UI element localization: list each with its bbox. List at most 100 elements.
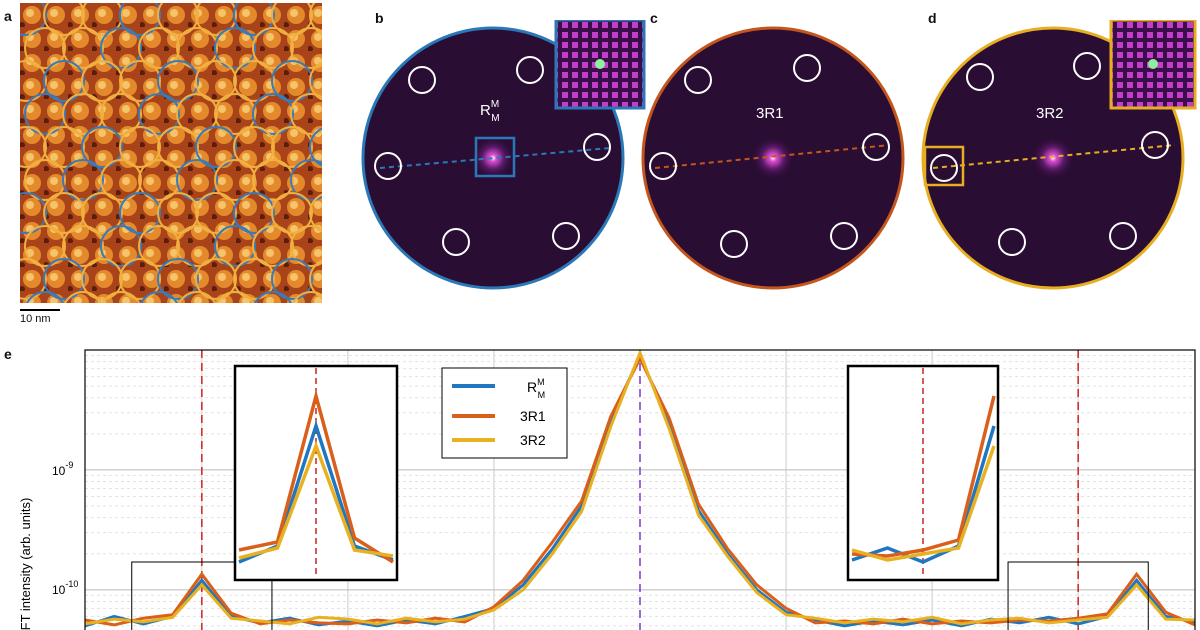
zoom-box-right xyxy=(1007,561,1149,630)
y-axis-label: FFT intensity (arb. units) xyxy=(18,498,33,630)
lattice-circle xyxy=(157,126,199,168)
panel-c-fft: 3R1 xyxy=(641,26,905,290)
lattice-circle xyxy=(290,93,322,135)
lattice-circle xyxy=(102,291,140,303)
lattice-circle xyxy=(309,61,322,101)
panel-a-image xyxy=(20,3,322,303)
lattice-circle xyxy=(81,258,123,300)
zoom-box-d xyxy=(923,145,965,187)
lattice-circle xyxy=(43,258,85,300)
lattice-circle xyxy=(100,225,142,267)
lattice-circle xyxy=(157,60,199,102)
lattice-circle xyxy=(20,60,47,102)
panel-letter-c: c xyxy=(650,10,658,26)
lattice-circle xyxy=(20,192,47,234)
lattice-circle xyxy=(119,3,161,36)
lattice-circle xyxy=(233,60,275,102)
lattice-circle xyxy=(119,126,161,168)
lattice-circle xyxy=(20,258,47,300)
lattice-circle xyxy=(292,291,322,303)
lattice-circle xyxy=(26,291,64,303)
panel-letter-a: a xyxy=(4,8,12,24)
lattice-circle xyxy=(214,159,256,201)
lattice-circle xyxy=(309,127,322,167)
lattice-circle xyxy=(309,193,322,233)
inset-series-line xyxy=(238,389,394,564)
lattice-circle xyxy=(271,60,313,102)
inset-series-line xyxy=(851,445,996,562)
lattice-circle xyxy=(271,126,313,168)
plot-frame xyxy=(84,349,1196,630)
zoom-box-b xyxy=(474,136,516,178)
chart-insets xyxy=(131,364,1149,630)
lattice-circle xyxy=(233,126,275,168)
lattice-circle xyxy=(43,192,85,234)
ytick-label-1: 10-9 xyxy=(52,460,73,478)
lattice-circle xyxy=(233,192,275,234)
lattice-circle xyxy=(24,93,66,135)
lattice-circle xyxy=(195,192,237,234)
lattice-circle xyxy=(157,3,199,36)
lattice-circle xyxy=(216,291,254,303)
inset-series-line xyxy=(851,425,996,564)
lattice-circle xyxy=(24,159,66,201)
inset-series-line xyxy=(238,441,394,560)
panel-b-fft: RM M xyxy=(361,20,646,290)
lattice-circle xyxy=(20,3,47,36)
lattice-circle xyxy=(157,192,199,234)
lattice-circle xyxy=(138,159,180,201)
lattice-circle xyxy=(100,93,142,135)
lattice-circle xyxy=(81,126,123,168)
lattice-circle xyxy=(43,126,85,168)
scalebar xyxy=(20,309,60,311)
chart-markers xyxy=(201,350,1079,630)
lattice-circle xyxy=(176,27,218,69)
lattice-circle xyxy=(100,159,142,201)
lattice-circle xyxy=(195,126,237,168)
lattice-circle xyxy=(195,258,237,300)
lattice-circle xyxy=(309,3,322,35)
lattice-circle xyxy=(176,159,218,201)
lattice-circle xyxy=(43,3,85,36)
lattice-circle xyxy=(254,291,292,303)
ytick-label-2: 10-10 xyxy=(52,579,78,597)
chart-series xyxy=(84,348,1196,628)
lattice-circle xyxy=(138,93,180,135)
lattice-circle xyxy=(290,225,322,267)
series-line xyxy=(84,348,1196,626)
panel-letter-d: d xyxy=(928,10,937,26)
lattice-circle xyxy=(233,3,275,36)
center-peak-c xyxy=(751,136,795,180)
lattice-circle xyxy=(140,291,178,303)
bragg-circles-d xyxy=(930,52,1169,256)
lattice-circle xyxy=(271,258,313,300)
bragg-circles-c xyxy=(649,54,890,258)
panel-letter-e: e xyxy=(4,346,12,362)
profile-line-d xyxy=(932,144,1176,169)
lattice-circle xyxy=(271,192,313,234)
bragg-circles-b xyxy=(374,56,611,256)
lattice-circle xyxy=(157,258,199,300)
panel-e-chart: FFT intensity (arb. units) 10-9 10-10 RM… xyxy=(18,348,1196,630)
lattice-circle xyxy=(138,27,180,69)
lattice-circle xyxy=(62,159,104,201)
lattice-circle xyxy=(119,258,161,300)
scalebar-label: 10 nm xyxy=(20,313,51,325)
lattice-circle xyxy=(24,27,66,69)
lattice-circle xyxy=(20,126,47,168)
lattice-circle xyxy=(176,225,218,267)
center-peak-d xyxy=(1031,136,1075,180)
profile-line-c xyxy=(654,144,891,169)
legend-label-rmm: RM M xyxy=(527,377,545,400)
legend-label-3r1: 3R1 xyxy=(520,408,546,424)
panel-letter-b: b xyxy=(375,10,384,26)
lattice-circle xyxy=(119,192,161,234)
lattice-circle xyxy=(252,225,294,267)
zoom-box-left xyxy=(131,561,273,630)
lattice-circle xyxy=(195,3,237,36)
lattice-circle xyxy=(252,159,294,201)
lattice-circle xyxy=(62,27,104,69)
lattice-circle xyxy=(62,93,104,135)
legend-label-3r2: 3R2 xyxy=(520,432,546,448)
lattice-circle xyxy=(100,27,142,69)
